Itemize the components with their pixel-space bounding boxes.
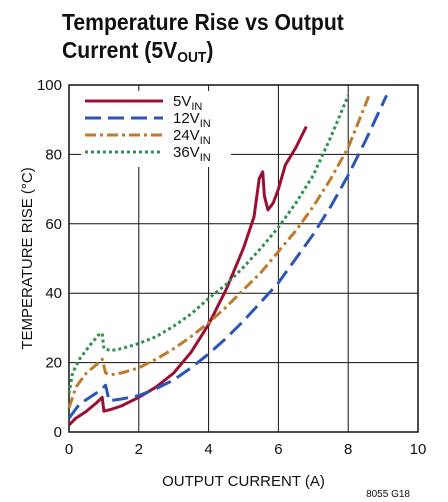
- series-line-12vin: [67, 94, 388, 420]
- x-tick-label: 10: [410, 441, 427, 458]
- legend-label: 24VIN: [173, 127, 211, 147]
- series-line-24vin: [67, 94, 371, 409]
- series-line-36vin: [67, 94, 350, 395]
- legend-label-sub: IN: [200, 118, 211, 130]
- legend-label: 36VIN: [173, 144, 211, 164]
- x-tick-label: 2: [135, 441, 143, 458]
- x-tick-label: 0: [65, 441, 73, 458]
- y-axis-label: TEMPERATURE RISE (°C): [19, 167, 36, 349]
- chart-title: Temperature Rise vs Output Current (5VOU…: [62, 9, 344, 66]
- legend-background: [81, 91, 231, 167]
- legend-label: 12VIN: [173, 110, 211, 130]
- series-lines: [67, 94, 388, 427]
- legend-label-sub: IN: [200, 135, 211, 147]
- legend-label: 5VIN: [173, 93, 202, 113]
- y-tick-label: 20: [45, 355, 62, 372]
- y-tick-label: 80: [45, 146, 62, 163]
- figure-code: 8055 G18: [366, 489, 410, 500]
- plot-frame: [68, 84, 419, 433]
- y-tick-label: 60: [45, 216, 62, 233]
- y-tick-label: 0: [54, 424, 62, 441]
- legend-label-sub: IN: [200, 152, 211, 164]
- series-line-5vin: [67, 125, 308, 427]
- x-tick-label: 6: [274, 441, 282, 458]
- y-tick-label: 100: [37, 77, 62, 94]
- legend-label-sub: IN: [191, 101, 202, 113]
- legend-label-main: 5V: [173, 93, 191, 110]
- legend-label-main: 12V: [173, 110, 200, 127]
- legend-label-main: 36V: [173, 144, 200, 161]
- x-tick-label: 8: [344, 441, 352, 458]
- x-axis-label: OUTPUT CURRENT (A): [162, 473, 325, 490]
- y-tick-label: 40: [45, 285, 62, 302]
- legend-label-main: 24V: [173, 127, 200, 144]
- x-tick-label: 4: [204, 441, 212, 458]
